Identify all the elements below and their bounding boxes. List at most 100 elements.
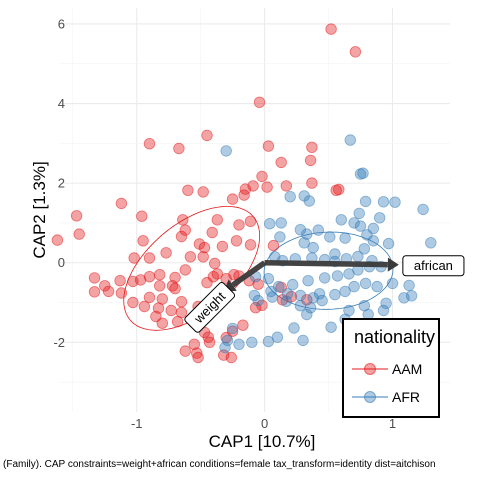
point-afr	[325, 321, 337, 333]
point-afr	[348, 280, 360, 293]
point-aam	[267, 239, 280, 252]
legend-item-afr: AFR	[352, 386, 436, 408]
point-aam	[179, 345, 192, 357]
x-tick-label: -1	[131, 416, 143, 431]
point-afr	[380, 297, 392, 310]
point-afr	[352, 250, 364, 263]
point-afr	[329, 288, 341, 301]
point-aam	[206, 226, 218, 239]
point-aam	[171, 315, 184, 328]
point-aam	[188, 338, 201, 351]
point-aam	[143, 291, 156, 304]
point-aam	[201, 129, 213, 142]
point-aam	[225, 351, 238, 364]
point-afr	[403, 279, 415, 292]
point-afr	[219, 341, 231, 354]
point-aam	[179, 224, 192, 236]
arrow-label-african: african	[402, 255, 465, 277]
point-afr	[298, 237, 310, 249]
point-afr	[287, 278, 299, 291]
point-afr	[371, 280, 383, 293]
point-afr	[262, 273, 275, 285]
point-aam	[182, 184, 194, 197]
point-aam	[208, 257, 221, 270]
point-aam	[169, 282, 181, 295]
point-afr	[324, 231, 336, 243]
point-afr	[358, 243, 371, 255]
point-aam	[233, 219, 245, 231]
point-afr	[377, 196, 390, 208]
legend-item-aam: AAM	[352, 358, 436, 380]
point-aam	[238, 189, 250, 201]
point-aam	[249, 302, 262, 314]
point-aam	[202, 331, 215, 343]
point-aam	[88, 286, 101, 298]
point-afr	[264, 217, 276, 230]
point-aam	[143, 271, 156, 283]
point-afr	[301, 308, 313, 321]
point-aam	[177, 214, 189, 226]
point-aam	[179, 264, 192, 276]
point-aam	[165, 304, 177, 317]
point-afr	[303, 195, 316, 207]
point-afr	[417, 203, 429, 216]
point-afr	[339, 232, 351, 244]
arrow-label-box	[402, 255, 465, 277]
point-afr	[353, 207, 365, 220]
point-aam	[198, 241, 211, 254]
point-aam	[211, 268, 224, 280]
point-aam	[304, 154, 317, 167]
point-afr	[271, 331, 284, 343]
point-aam	[191, 347, 203, 359]
point-afr	[252, 294, 264, 307]
point-afr	[280, 295, 293, 308]
point-afr	[329, 248, 341, 260]
ellipse-afr	[263, 231, 394, 310]
legend-title: nationality	[354, 327, 436, 347]
caption: (Family). CAP constraints=weight+african…	[3, 459, 436, 470]
point-afr	[348, 217, 360, 229]
point-aam	[175, 296, 188, 308]
legend-key-afr	[352, 391, 388, 403]
point-aam	[51, 234, 64, 246]
arrowhead-african	[387, 257, 399, 272]
point-afr	[316, 294, 328, 307]
point-afr	[275, 217, 287, 229]
point-aam	[156, 317, 169, 329]
point-afr	[220, 145, 232, 157]
point-afr	[266, 291, 279, 303]
point-afr	[294, 289, 307, 302]
arrow-label-box	[184, 282, 236, 333]
point-aam	[173, 142, 185, 155]
point-afr	[319, 272, 331, 284]
point-afr	[307, 241, 319, 254]
point-afr	[226, 322, 239, 335]
x-tick-label: 0	[261, 416, 268, 431]
point-aam	[115, 287, 128, 299]
point-aam	[262, 140, 275, 152]
point-aam	[230, 235, 243, 247]
point-afr	[389, 196, 401, 208]
point-aam	[280, 180, 293, 192]
point-aam	[152, 302, 165, 314]
point-aam	[306, 141, 318, 154]
arrow-weight	[231, 260, 267, 288]
point-afr	[359, 277, 372, 290]
point-afr	[246, 336, 258, 349]
point-afr	[294, 300, 307, 312]
point-aam	[306, 177, 318, 189]
point-aam	[138, 300, 151, 313]
point-afr	[301, 228, 313, 240]
grid	[60, 8, 450, 412]
point-afr	[221, 334, 234, 347]
point-aam	[244, 215, 257, 228]
point-afr	[344, 134, 357, 146]
data-points	[51, 23, 437, 364]
point-aam	[253, 96, 266, 109]
point-aam	[330, 184, 342, 197]
point-afr	[294, 223, 307, 236]
point-afr	[339, 285, 351, 298]
point-aam	[143, 252, 156, 264]
point-aam	[197, 251, 209, 263]
